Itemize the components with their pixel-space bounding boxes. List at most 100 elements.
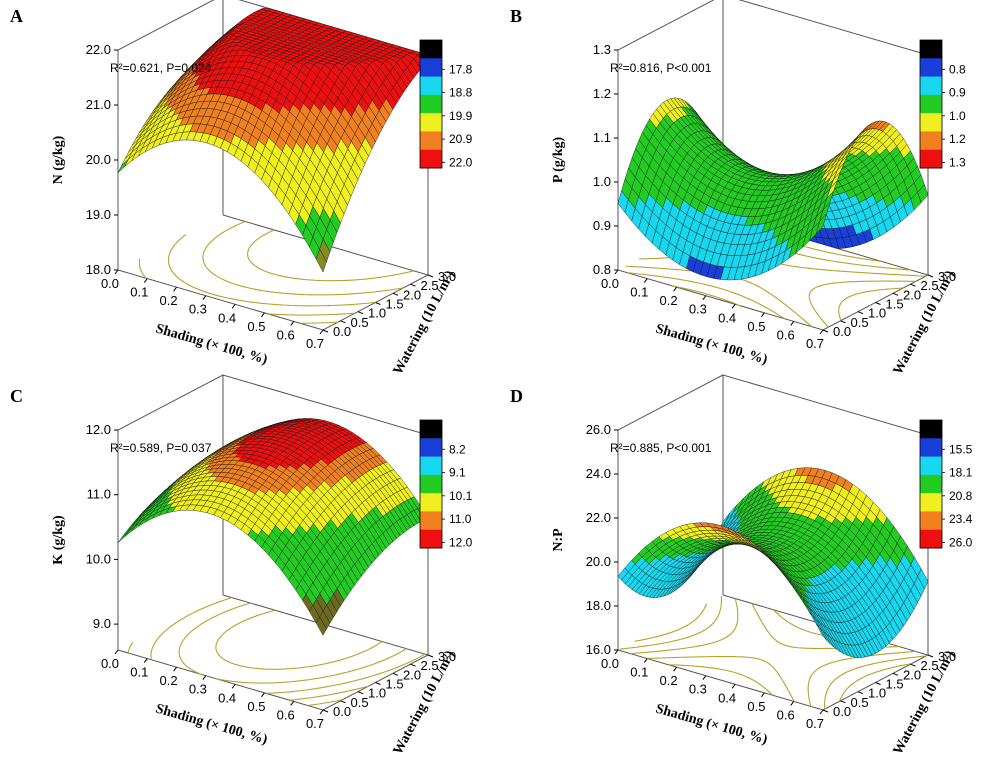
- z-axis-label: P (g/kg): [551, 137, 566, 184]
- legend-swatch: [920, 149, 942, 169]
- y-tick-label: 0.5: [351, 315, 369, 330]
- x-tick-label: 0.7: [306, 336, 324, 351]
- surface-cell: [117, 531, 129, 543]
- x-tick-mark: [173, 286, 177, 292]
- x-tick-mark: [673, 286, 677, 292]
- x-tick-mark: [202, 295, 207, 301]
- y-tick-label: 0.5: [351, 695, 369, 710]
- y-tick-mark: [340, 700, 346, 704]
- legend-frame: [419, 39, 443, 169]
- legend-label: 11.0: [449, 512, 472, 526]
- x-tick-label: 0.2: [160, 293, 178, 308]
- z-tick-label: 19.0: [86, 207, 111, 222]
- legend-label: 1.3: [949, 155, 966, 169]
- y-tick-label: 3.0: [438, 269, 456, 284]
- y-tick-label: 3.0: [438, 649, 456, 664]
- y-tick-mark: [822, 329, 829, 333]
- legend-swatch: [920, 456, 942, 476]
- y-tick-mark: [357, 691, 364, 695]
- surface-plot-n: 18.019.020.021.022.00.00.10.20.30.40.50.…: [51, 0, 473, 377]
- x-tick-mark: [614, 269, 619, 275]
- floor-contour: [299, 321, 338, 324]
- y-tick-mark: [822, 709, 829, 713]
- z-axis-label: K (g/kg): [51, 515, 66, 565]
- y-tick-label: 2.5: [421, 658, 439, 673]
- y-tick-label: 0.5: [851, 315, 869, 330]
- x-tick-mark: [319, 709, 324, 715]
- stat-label: R²=0.621, P=0.024: [110, 61, 212, 75]
- floor-contour: [619, 595, 927, 710]
- y-tick-mark: [892, 292, 899, 296]
- panel-label: A: [10, 6, 23, 26]
- y-tick-label: 2.5: [921, 278, 939, 293]
- z-tick-label: 1.3: [593, 42, 611, 57]
- legend: 8.2 9.1 10.1 11.0 12.0: [419, 419, 473, 549]
- legend-label: 20.8: [949, 489, 973, 503]
- left-wall: [617, 374, 724, 650]
- y-tick-label: 1.5: [886, 297, 904, 312]
- y-tick-mark: [875, 682, 881, 685]
- legend-swatch: [920, 493, 942, 512]
- y-tick-mark: [892, 672, 899, 676]
- y-tick-label: 2.0: [903, 287, 921, 302]
- x-tick-label: 0.0: [101, 656, 119, 671]
- legend-swatch: [420, 40, 442, 59]
- z-tick-label: 1.0: [593, 174, 611, 189]
- y-tick-mark: [340, 320, 346, 324]
- y-tick-label: 1.0: [368, 686, 386, 701]
- surface-plot-p: 0.8 0.9 1.0 1.1 1.2 1.3 0.0 0.1 0.2 0.3 0.4 0.5 0.6 0…: [551, 0, 966, 377]
- x-tick-label: 0.6: [777, 327, 795, 342]
- x-tick-mark: [819, 709, 824, 715]
- surface-cell: [117, 159, 129, 173]
- y-tick-label: 0.0: [833, 704, 851, 719]
- legend-swatch: [420, 113, 442, 132]
- panel-label: C: [10, 386, 23, 406]
- x-tick-label: 0.1: [630, 285, 648, 300]
- x-tick-label: 0.5: [747, 699, 765, 714]
- x-tick-label: 0.1: [130, 285, 148, 300]
- y-tick-mark: [375, 302, 381, 305]
- surface-mesh: [617, 467, 929, 658]
- y-tick-mark: [840, 320, 846, 324]
- legend-swatch: [920, 474, 942, 494]
- y-tick-label: 0.5: [851, 695, 869, 710]
- y-tick-label: 3.0: [938, 649, 956, 664]
- floor-contour: [247, 229, 414, 282]
- z-tick-label: 9.0: [93, 616, 111, 631]
- x-tick-label: 0.3: [689, 682, 707, 697]
- legend-label: 10.1: [449, 489, 473, 503]
- stat-label: R²=0.589, P=0.037: [110, 441, 212, 455]
- floor-contour: [630, 598, 916, 707]
- y-tick-label: 1.5: [386, 677, 404, 692]
- stat-label: R²=0.816, P<0.001: [610, 61, 712, 75]
- y-tick-label: 2.5: [421, 278, 439, 293]
- x-tick-label: 0.6: [277, 707, 295, 722]
- legend-label: 18.8: [449, 86, 473, 100]
- legend-label: 0.8: [949, 62, 966, 76]
- y-tick-mark: [927, 274, 934, 278]
- x-tick-mark: [673, 666, 677, 672]
- x-tick-label: 0.3: [689, 302, 707, 317]
- legend-label: 26.0: [949, 535, 973, 549]
- y-tick-mark: [322, 329, 329, 333]
- x-tick-label: 0.3: [189, 302, 207, 317]
- legend-swatch: [920, 511, 942, 531]
- y-tick-mark: [427, 654, 434, 658]
- legend-label: 15.5: [949, 442, 973, 456]
- y-tick-label: 2.0: [403, 667, 421, 682]
- legend-swatch: [420, 511, 442, 531]
- floor-contour: [150, 597, 426, 694]
- x-tick-label: 0.5: [747, 319, 765, 334]
- legend-swatch: [420, 58, 442, 78]
- panel-c: C 9.0 10.0 11.0 12.0 0.0 0.1 0.2 0.3 0.4 0.5 0.6 0.…: [0, 374, 500, 760]
- legend-frame: [419, 419, 443, 549]
- y-tick-mark: [375, 682, 381, 685]
- y-tick-label: 1.5: [886, 677, 904, 692]
- x-tick-mark: [290, 321, 295, 326]
- y-tick-label: 2.0: [903, 667, 921, 682]
- z-tick-label: 0.9: [593, 218, 611, 233]
- panel-a: A 18.0 19.0 20.0 21.0 22.0 0.0 0.1 0.2 0.3 0.4 0.5…: [0, 0, 500, 380]
- z-tick-label: 1.2: [593, 86, 611, 101]
- x-tick-mark: [731, 303, 736, 309]
- x-tick-label: 0.4: [718, 690, 736, 705]
